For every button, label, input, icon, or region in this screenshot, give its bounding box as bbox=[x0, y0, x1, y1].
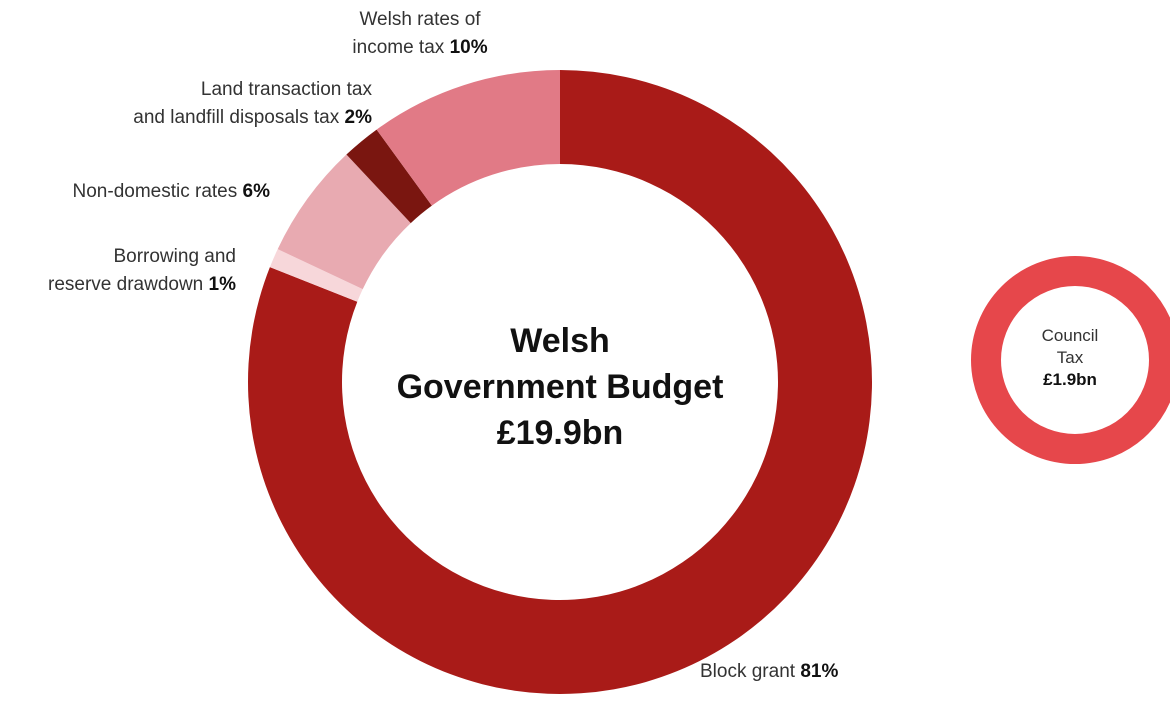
value-land-transaction-tax: 2% bbox=[344, 107, 372, 128]
value-non-domestic-rates: 6% bbox=[242, 181, 270, 202]
value-block-grant: 81% bbox=[800, 661, 839, 682]
center-line-2: Government Budget bbox=[396, 368, 724, 406]
slice-welsh-rates-of-income-tax bbox=[376, 70, 560, 206]
label-block-grant: Block grant 81% bbox=[700, 661, 839, 682]
label-income-tax: Welsh rates of income tax 10% bbox=[352, 9, 488, 58]
donut-center-title: Welsh Government Budget £19.9bn bbox=[310, 318, 810, 456]
label-borrowing: Borrowing and reserve drawdown 1% bbox=[48, 246, 236, 295]
council-tax-total: £1.9bn bbox=[1043, 370, 1097, 389]
slice-block-grant bbox=[247, 70, 872, 695]
slice-borrowing-and-reserve-drawdown bbox=[269, 249, 363, 302]
slice-land-transaction-tax-and-landfill-disposals-tax bbox=[346, 129, 432, 224]
slice-council-tax bbox=[971, 256, 1170, 464]
label-non-domestic-rates: Non-domestic rates 6% bbox=[72, 181, 270, 202]
value-income-tax: 10% bbox=[449, 37, 488, 58]
center-line-1: Welsh bbox=[510, 322, 610, 360]
slice-non-domestic-rates bbox=[277, 154, 411, 290]
center-total: £19.9bn bbox=[496, 414, 624, 452]
label-land-transaction-tax: Land transaction tax and landfill dispos… bbox=[133, 79, 372, 128]
value-borrowing: 1% bbox=[208, 274, 236, 295]
council-tax-label: Council Tax £1.9bn bbox=[1041, 326, 1099, 389]
